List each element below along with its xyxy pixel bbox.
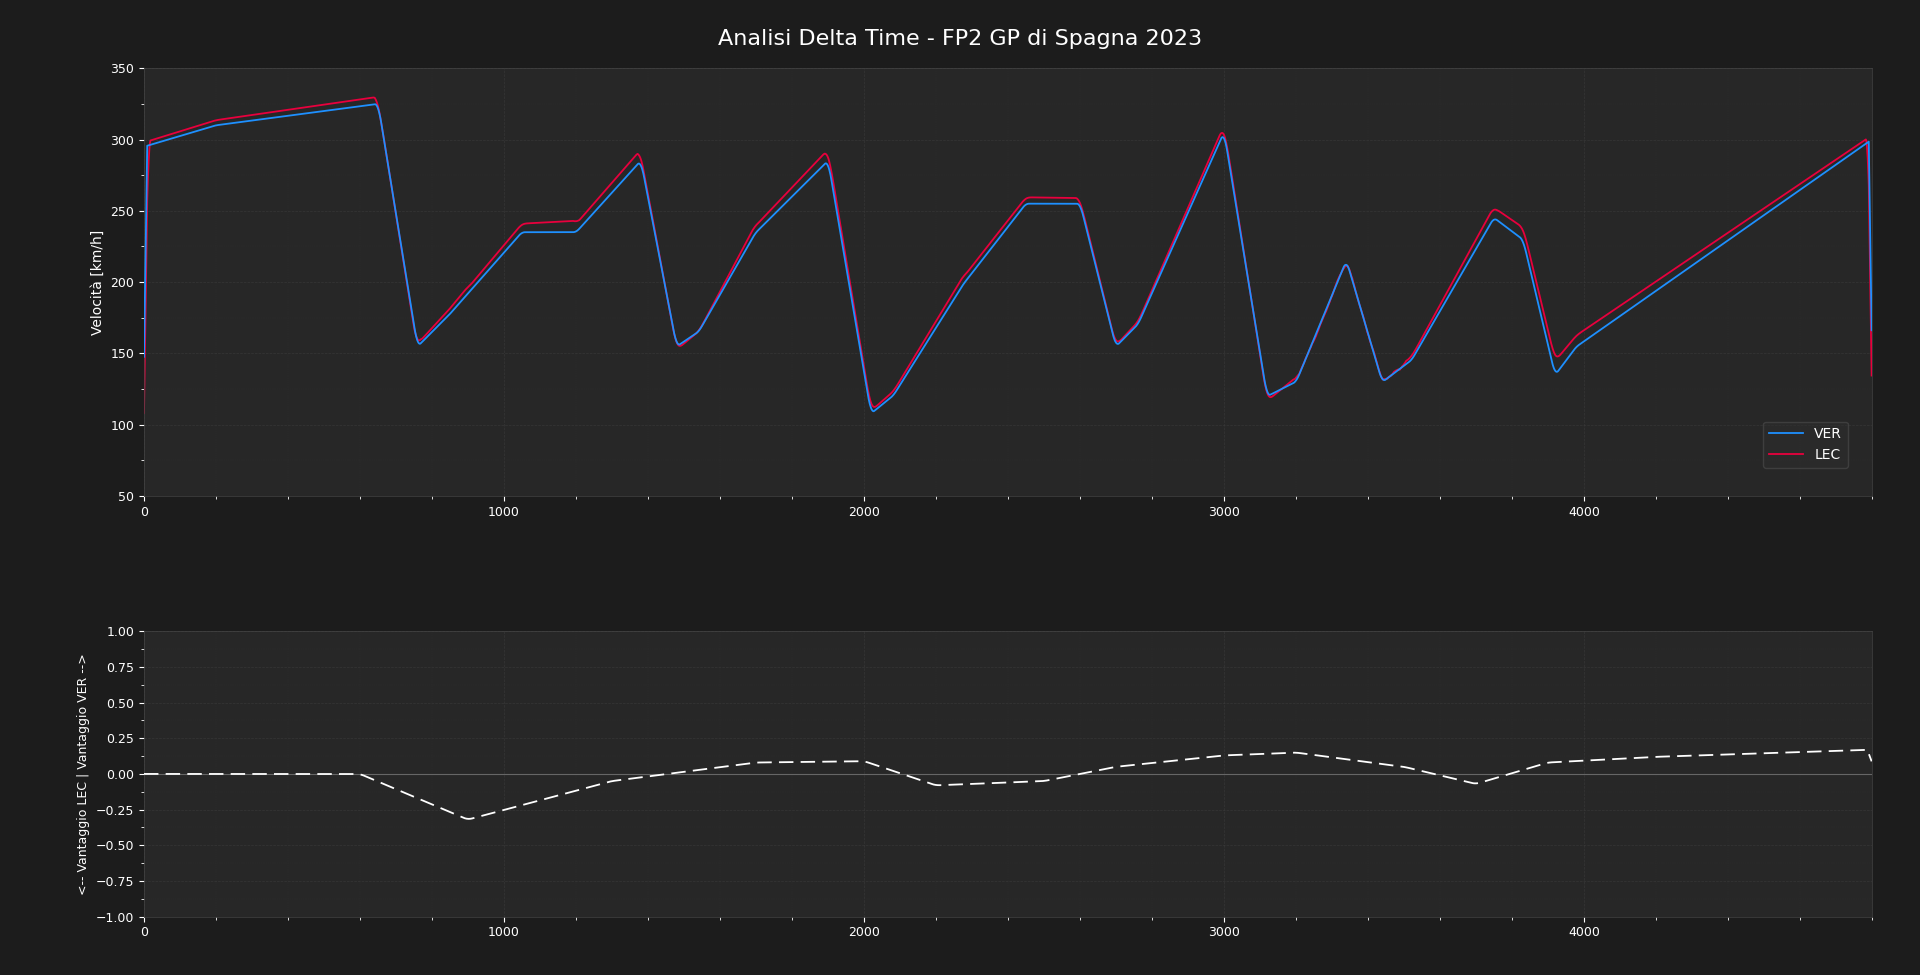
VER — [1452, 266, 1475, 278]
VER — [1140, 289, 1164, 300]
VER — [797, 175, 820, 186]
Line: LEC: LEC — [144, 98, 1872, 413]
LEC — [1860, 370, 1884, 381]
LEC — [1139, 287, 1162, 298]
LEC — [361, 92, 384, 103]
VER — [945, 289, 968, 300]
LEC — [1450, 259, 1473, 271]
Y-axis label: Velocità [km/h]: Velocità [km/h] — [90, 229, 106, 334]
Line: VER: VER — [144, 104, 1872, 411]
VER — [1187, 184, 1210, 196]
LEC — [797, 165, 820, 176]
VER — [192, 123, 215, 135]
LEC — [192, 118, 215, 130]
LEC — [945, 282, 968, 293]
VER — [363, 98, 386, 110]
LEC — [1187, 179, 1210, 191]
LEC — [132, 408, 156, 419]
VER — [132, 351, 156, 363]
Legend: VER, LEC: VER, LEC — [1763, 421, 1847, 468]
Text: Analisi Delta Time - FP2 GP di Spagna 2023: Analisi Delta Time - FP2 GP di Spagna 20… — [718, 29, 1202, 50]
VER — [862, 406, 885, 417]
VER — [1860, 325, 1884, 336]
Y-axis label: <-- Vantaggio LEC | Vantaggio VER -->: <-- Vantaggio LEC | Vantaggio VER --> — [77, 653, 90, 895]
